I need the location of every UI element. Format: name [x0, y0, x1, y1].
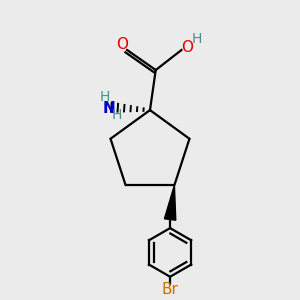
Polygon shape [164, 185, 176, 220]
Text: H: H [100, 90, 110, 104]
Text: H: H [191, 32, 202, 46]
Text: H: H [111, 108, 122, 122]
Text: N: N [102, 101, 115, 116]
Text: O: O [116, 37, 128, 52]
Text: Br: Br [162, 282, 178, 297]
Text: O: O [181, 40, 193, 55]
